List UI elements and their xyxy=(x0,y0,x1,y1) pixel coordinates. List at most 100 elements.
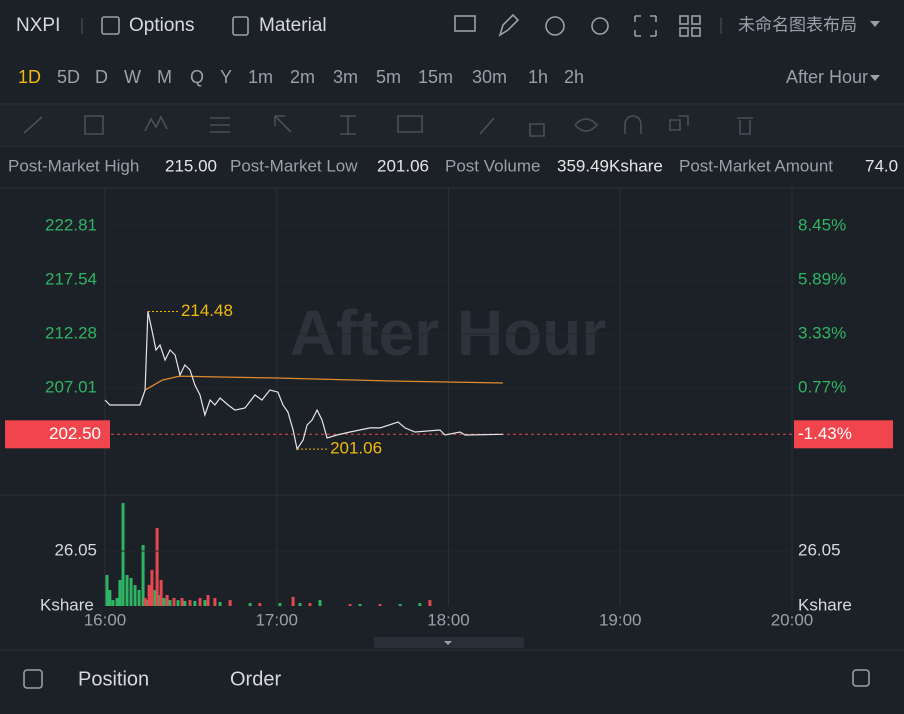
stat-label: Post-Market High xyxy=(8,156,139,175)
volume-bar xyxy=(143,597,147,606)
volume-bar xyxy=(153,589,157,606)
y2-tick-label: 3.33% xyxy=(798,323,846,342)
volume-bar xyxy=(206,595,210,606)
volume-bar xyxy=(147,584,151,606)
timeframe[interactable]: 2m xyxy=(290,67,315,87)
volume-bar xyxy=(162,597,166,606)
volume-tick-label: 26.05 xyxy=(798,541,841,560)
session-menu[interactable]: After Hour xyxy=(786,67,868,87)
symbol[interactable]: NXPI xyxy=(16,15,60,36)
volume-bar xyxy=(213,597,217,606)
timeframe[interactable]: 1h xyxy=(528,67,548,87)
tools-bar xyxy=(0,104,904,146)
volume-bar xyxy=(180,597,184,606)
x-tick-label: 16:00 xyxy=(84,610,127,629)
y-tick-label: 222.81 xyxy=(45,216,97,235)
volume-tick-label: 26.05 xyxy=(54,541,97,560)
change-label: -1.43% xyxy=(798,424,852,443)
timeframe[interactable]: 1m xyxy=(248,67,273,87)
timeframe[interactable]: W xyxy=(124,67,141,87)
timeframe[interactable]: 2h xyxy=(564,67,584,87)
panel-icon[interactable] xyxy=(23,669,43,689)
low-label: 201.06 xyxy=(330,439,382,458)
x-tick-label: 18:00 xyxy=(427,610,470,629)
volume-bar xyxy=(198,597,202,606)
y-tick-label: 212.28 xyxy=(45,323,97,342)
y2-tick-label: 0.77% xyxy=(798,378,846,397)
change-box xyxy=(794,420,893,449)
drawing-tools[interactable] xyxy=(23,115,753,137)
timeframe[interactable]: M xyxy=(157,67,172,87)
volume-bar xyxy=(428,600,432,606)
stat-value: 74.0 xyxy=(865,156,898,175)
order-tab[interactable]: Order xyxy=(230,668,281,690)
volume-bar xyxy=(378,604,382,606)
average-line xyxy=(144,375,503,391)
price-line xyxy=(104,311,503,451)
stat-label: Post Volume xyxy=(445,156,540,175)
timeframe[interactable]: 5D xyxy=(57,67,80,87)
material-icon[interactable] xyxy=(232,16,249,36)
timeframe[interactable]: Y xyxy=(220,67,232,87)
stat-value: 201.06 xyxy=(377,156,429,175)
stat-value: 215.00 xyxy=(165,156,217,175)
volume-bar xyxy=(111,600,115,606)
volume-bar xyxy=(172,597,176,606)
volume-bar xyxy=(308,603,312,606)
timeframe[interactable]: Q xyxy=(190,67,204,87)
stat-value: 359.49Kshare xyxy=(557,156,663,175)
volume-bar xyxy=(358,604,362,606)
volume-bar xyxy=(121,503,125,606)
dropdown-arrow[interactable] xyxy=(870,75,880,81)
options-button[interactable]: Options xyxy=(129,15,194,36)
volume-unit: Kshare xyxy=(798,595,852,614)
window-icon[interactable] xyxy=(852,669,870,687)
volume-bar xyxy=(155,527,159,606)
volume-bar xyxy=(118,580,122,606)
options-icon[interactable] xyxy=(101,16,120,35)
x-tick-label: 17:00 xyxy=(255,610,298,629)
timeframe[interactable]: 15m xyxy=(418,67,453,87)
x-tick-label: 19:00 xyxy=(599,610,642,629)
volume-bar xyxy=(203,600,207,606)
volume-bar xyxy=(258,603,262,606)
dropdown-arrow[interactable] xyxy=(870,21,880,27)
volume-bar xyxy=(398,604,402,606)
position-tab[interactable]: Position xyxy=(78,668,149,690)
material-button[interactable]: Material xyxy=(259,15,327,36)
volume-bar xyxy=(125,574,129,606)
volume-bar xyxy=(248,603,252,606)
timeframe[interactable]: 3m xyxy=(333,67,358,87)
volume-bar xyxy=(108,589,112,606)
last-price-box xyxy=(5,420,110,449)
timeframe[interactable]: D xyxy=(95,67,108,87)
volume-bar xyxy=(298,603,302,606)
volume-bar xyxy=(193,600,197,606)
stat-label: Post-Market Amount xyxy=(679,156,833,175)
volume-bar xyxy=(165,595,169,606)
timeframe[interactable]: 5m xyxy=(376,67,401,87)
volume-bar xyxy=(348,604,352,606)
volume-bar xyxy=(145,600,149,606)
volume-bar xyxy=(188,600,192,606)
last-price-label: 202.50 xyxy=(49,424,101,443)
timeframe[interactable]: 1D xyxy=(18,67,41,87)
high-label: 214.48 xyxy=(181,301,233,320)
timeframe[interactable]: 30m xyxy=(472,67,507,87)
volume-bar xyxy=(141,545,145,606)
volume-bar xyxy=(218,601,222,606)
layout-menu[interactable]: 未命名图表布局 xyxy=(738,15,857,34)
stat-label: Post-Market Low xyxy=(230,156,358,175)
y-tick-label: 207.01 xyxy=(45,378,97,397)
volume-bar xyxy=(176,600,180,606)
volume-unit: Kshare xyxy=(40,595,94,614)
scroll-arrow[interactable] xyxy=(444,641,452,645)
volume-bar xyxy=(133,585,137,606)
volume-bar xyxy=(183,600,187,606)
volume-bar xyxy=(159,580,163,606)
volume-bar xyxy=(129,577,133,606)
toolbar-icons[interactable] xyxy=(454,13,701,37)
volume-bar xyxy=(150,569,154,606)
volume-bar xyxy=(228,600,232,606)
volume-bar xyxy=(168,600,172,606)
